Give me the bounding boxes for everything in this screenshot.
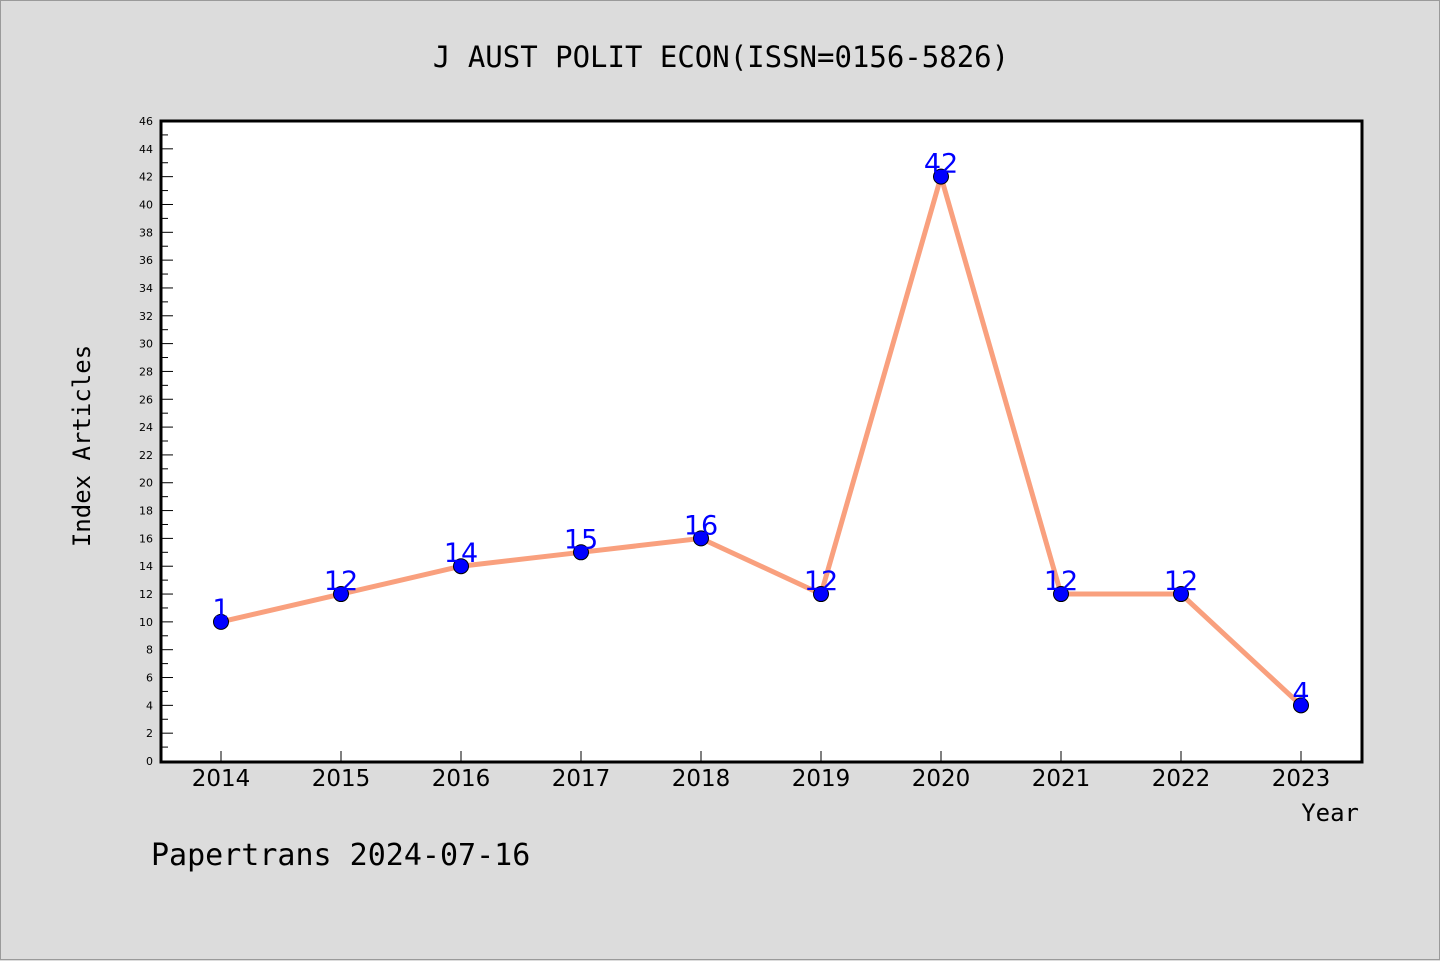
y-axis-title: Index Articles (68, 345, 96, 547)
y-axis: 0246810121416182022242628303234363840424… (139, 115, 173, 768)
data-label: 12 (804, 566, 838, 597)
data-label: 42 (924, 149, 958, 180)
x-tick-label: 2019 (792, 766, 851, 792)
data-label: 1 (212, 594, 229, 625)
chart-title: J AUST POLIT ECON(ISSN=0156-5826) (433, 40, 1009, 74)
x-axis: 2014 2015 2016 2017 2018 2019 2020 2021 2022 2023 (192, 751, 1331, 792)
x-tick-label: 2015 (312, 766, 371, 792)
y-tick-label: 12 (139, 588, 153, 601)
data-markers (213, 168, 1309, 714)
y-tick-label: 32 (139, 310, 153, 323)
footer-text: Papertrans 2024-07-16 (151, 838, 530, 873)
data-point (1293, 697, 1309, 714)
y-tick-label: 16 (139, 532, 153, 545)
x-tick-label: 2017 (552, 766, 611, 792)
data-point (1173, 586, 1189, 603)
x-tick-label: 2020 (912, 766, 971, 792)
y-tick-label: 10 (139, 616, 153, 629)
x-tick-label: 2022 (1152, 766, 1211, 792)
y-tick-label: 6 (146, 672, 153, 685)
y-tick-label: 42 (139, 171, 153, 184)
plot-area (159, 119, 1364, 764)
data-labels: 1 12 14 15 16 12 42 12 12 4 (212, 149, 1309, 709)
x-tick-label: 2023 (1272, 766, 1331, 792)
data-label: 12 (1044, 566, 1078, 597)
y-tick-label: 2 (146, 727, 153, 740)
series-line (220, 167, 1303, 708)
data-label: 12 (324, 566, 358, 597)
data-label: 15 (564, 524, 598, 555)
data-label: 14 (444, 538, 478, 569)
y-tick-label: 26 (139, 393, 153, 406)
y-tick-label: 34 (139, 282, 153, 295)
data-point (333, 586, 349, 603)
y-tick-label: 24 (139, 421, 153, 434)
data-point (213, 613, 229, 630)
y-tick-label: 0 (146, 755, 153, 768)
data-label: 12 (1164, 566, 1198, 597)
data-point (1053, 586, 1069, 603)
y-tick-label: 28 (139, 365, 153, 378)
data-point (813, 586, 829, 603)
x-tick-label: 2016 (432, 766, 491, 792)
x-tick-label: 2018 (672, 766, 731, 792)
data-point (453, 558, 469, 575)
y-tick-label: 36 (139, 254, 153, 267)
y-tick-label: 22 (139, 449, 153, 462)
x-tick-label: 2014 (192, 766, 251, 792)
x-axis-title: Year (1301, 799, 1359, 827)
y-tick-label: 8 (146, 644, 153, 657)
data-point (693, 530, 709, 547)
y-tick-label: 30 (139, 338, 153, 351)
data-point (573, 544, 589, 561)
y-tick-label: 40 (139, 198, 153, 211)
y-tick-label: 18 (139, 505, 153, 518)
y-tick-label: 44 (139, 143, 153, 156)
data-point (933, 168, 949, 185)
data-label: 4 (1292, 677, 1309, 708)
y-tick-label: 38 (139, 226, 153, 239)
y-tick-label: 20 (139, 477, 153, 490)
y-tick-label: 46 (139, 115, 153, 128)
x-tick-label: 2021 (1032, 766, 1091, 792)
y-tick-label: 4 (146, 699, 153, 712)
y-tick-label: 14 (139, 560, 153, 573)
data-label: 16 (684, 510, 718, 541)
